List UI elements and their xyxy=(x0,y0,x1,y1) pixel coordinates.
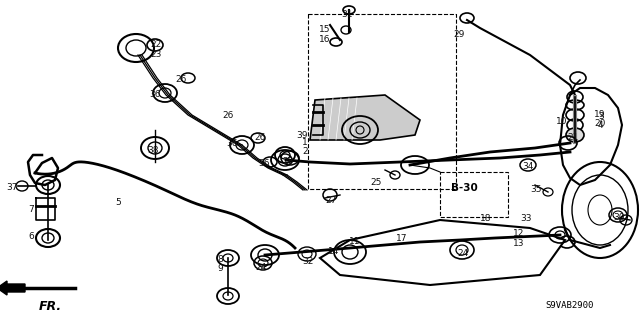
Text: 35: 35 xyxy=(530,185,541,194)
Ellipse shape xyxy=(566,128,584,142)
Text: 23: 23 xyxy=(150,50,161,59)
Text: 2: 2 xyxy=(302,147,308,156)
Text: 36: 36 xyxy=(226,139,237,148)
Text: 3: 3 xyxy=(598,112,604,121)
Text: 36: 36 xyxy=(149,90,161,99)
Text: 25: 25 xyxy=(370,178,381,187)
Text: 24: 24 xyxy=(457,249,468,258)
Text: 30: 30 xyxy=(613,213,625,222)
Text: 26: 26 xyxy=(222,111,234,120)
Text: 10: 10 xyxy=(556,117,568,126)
Text: 8: 8 xyxy=(217,255,223,264)
Text: 1: 1 xyxy=(302,138,308,147)
Text: 26: 26 xyxy=(254,133,266,142)
Text: 37: 37 xyxy=(6,183,17,192)
Text: 22: 22 xyxy=(150,40,161,49)
Text: 11: 11 xyxy=(349,237,360,246)
Text: 16: 16 xyxy=(319,35,330,44)
Text: 13: 13 xyxy=(513,239,525,248)
Text: 12: 12 xyxy=(513,229,524,238)
Text: 4: 4 xyxy=(598,121,604,130)
Text: 6: 6 xyxy=(28,232,34,241)
Bar xyxy=(440,172,508,217)
Text: 38: 38 xyxy=(147,146,159,155)
Text: 21: 21 xyxy=(567,133,579,142)
Text: FR.: FR. xyxy=(38,300,61,313)
Text: 7: 7 xyxy=(28,205,34,214)
Text: 26: 26 xyxy=(175,75,186,84)
Text: B-30: B-30 xyxy=(451,183,477,193)
Text: 32: 32 xyxy=(302,257,314,266)
Text: 28: 28 xyxy=(282,157,293,166)
Polygon shape xyxy=(320,220,565,285)
Text: 33: 33 xyxy=(520,214,531,223)
Text: 24: 24 xyxy=(255,263,266,272)
Text: 34: 34 xyxy=(522,162,533,171)
Text: 27: 27 xyxy=(325,196,337,205)
FancyArrow shape xyxy=(0,281,25,295)
Text: 19: 19 xyxy=(594,110,605,119)
Bar xyxy=(308,14,456,189)
Text: 18: 18 xyxy=(480,214,492,223)
Text: 15: 15 xyxy=(319,25,330,34)
Text: 36: 36 xyxy=(258,159,269,168)
Text: 17: 17 xyxy=(396,234,408,243)
Polygon shape xyxy=(310,95,420,140)
Text: 14: 14 xyxy=(328,247,339,256)
Text: 9: 9 xyxy=(217,264,223,273)
Text: 29: 29 xyxy=(453,30,465,39)
Text: S9VAB2900: S9VAB2900 xyxy=(546,301,594,310)
Text: 31: 31 xyxy=(341,10,353,19)
Text: 39: 39 xyxy=(296,131,307,140)
Text: 5: 5 xyxy=(115,198,121,207)
Text: 20: 20 xyxy=(594,119,605,128)
